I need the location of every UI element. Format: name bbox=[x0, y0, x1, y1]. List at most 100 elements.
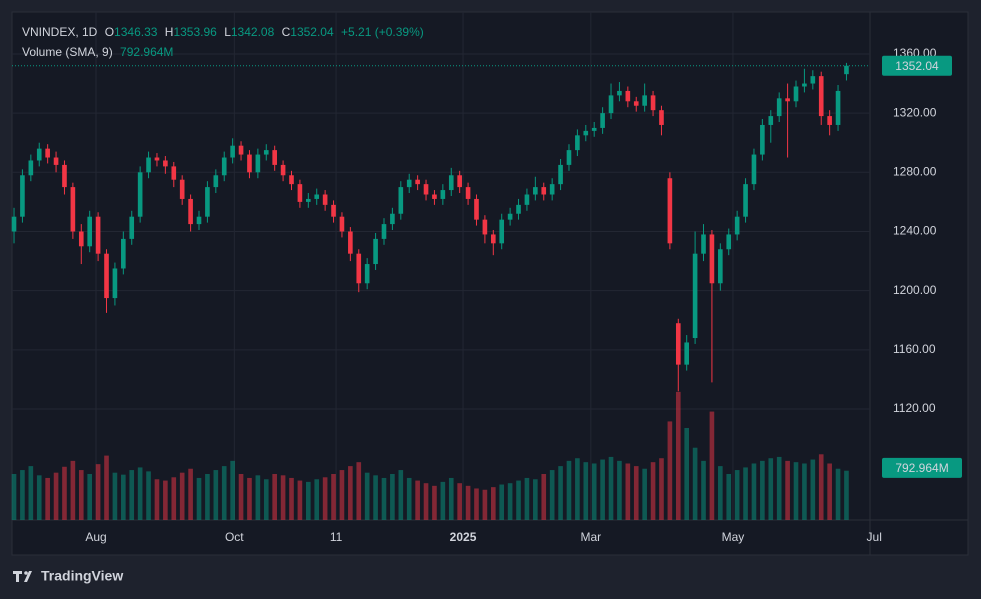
candle-body bbox=[625, 90, 631, 102]
candle-body bbox=[87, 216, 93, 247]
ohlc-value: 1342.08 bbox=[231, 25, 275, 39]
volume-bar bbox=[768, 458, 774, 520]
ohlc-label: L bbox=[224, 25, 231, 39]
header: VNINDEX, 1D O1346.33 H1353.96 L1342.08 C… bbox=[22, 25, 424, 39]
candle-body bbox=[827, 116, 832, 125]
volume-bar bbox=[844, 470, 849, 520]
volume-bar bbox=[53, 472, 59, 520]
ohlc-label: H bbox=[165, 25, 174, 39]
candle-body bbox=[591, 127, 597, 131]
volume-bar bbox=[709, 411, 715, 520]
candle-body bbox=[785, 98, 790, 102]
volume-bar bbox=[650, 462, 656, 520]
candle-body bbox=[650, 95, 656, 111]
candle-body bbox=[718, 249, 723, 284]
candle-body bbox=[62, 164, 67, 188]
volume-bar bbox=[583, 462, 589, 520]
y-tick-label: 1120.00 bbox=[893, 401, 936, 415]
candle-body bbox=[818, 76, 824, 117]
volume-bar bbox=[70, 460, 76, 520]
candle-body bbox=[121, 238, 126, 269]
volume-bar bbox=[78, 470, 84, 520]
ohlc-label: O bbox=[105, 25, 114, 39]
candle-body bbox=[331, 204, 336, 217]
candle-body bbox=[348, 231, 353, 254]
volume-bar bbox=[188, 468, 193, 520]
volume-bar bbox=[743, 467, 748, 520]
volume-bar bbox=[507, 483, 513, 520]
candle-body bbox=[533, 187, 538, 195]
volume-bar bbox=[835, 468, 841, 520]
volume-bar bbox=[474, 488, 479, 520]
candle-body bbox=[802, 83, 807, 87]
candle-body bbox=[339, 216, 345, 232]
candle-body bbox=[314, 194, 320, 199]
candle-body bbox=[457, 175, 462, 188]
logo-dot bbox=[24, 571, 28, 575]
candle-body bbox=[78, 231, 84, 247]
volume-bar bbox=[381, 477, 387, 520]
volume-bar bbox=[541, 474, 547, 520]
candle-body bbox=[53, 157, 59, 165]
volume-bar bbox=[36, 475, 42, 520]
volume-bar bbox=[297, 480, 303, 520]
volume-bar bbox=[213, 470, 219, 520]
candle-body bbox=[406, 179, 412, 188]
volume-bar bbox=[348, 466, 353, 520]
candle-body bbox=[205, 187, 210, 217]
volume-bar bbox=[28, 466, 34, 520]
y-tick-label: 1200.00 bbox=[893, 283, 937, 297]
volume-bar bbox=[751, 463, 757, 520]
volume-bar bbox=[238, 474, 244, 520]
volume-bar bbox=[390, 474, 395, 520]
volume-bar bbox=[457, 483, 462, 520]
candle-body bbox=[129, 216, 135, 239]
candle-body bbox=[238, 145, 244, 155]
volume-bar bbox=[549, 470, 555, 520]
candle-body bbox=[751, 154, 757, 185]
candle-body bbox=[726, 234, 732, 250]
candle-body bbox=[247, 154, 252, 173]
volume-bar bbox=[154, 479, 160, 520]
candle-body bbox=[448, 175, 454, 191]
candle-body bbox=[701, 234, 706, 254]
x-tick-label: Jul bbox=[867, 530, 882, 544]
volume-bar bbox=[659, 458, 664, 520]
change: +5.21 (+0.39%) bbox=[341, 25, 424, 39]
volume-bar bbox=[95, 464, 101, 520]
volume-bar bbox=[331, 474, 336, 520]
volume-bar bbox=[533, 479, 538, 520]
volume-bar bbox=[600, 459, 605, 520]
volume-badge bbox=[882, 457, 962, 478]
candle-body bbox=[289, 175, 294, 185]
candle-body bbox=[423, 184, 429, 195]
candle-body bbox=[373, 238, 378, 265]
volume-bar bbox=[692, 447, 698, 520]
volume-bar bbox=[675, 391, 681, 520]
volume-bar bbox=[575, 458, 580, 520]
volume-bar bbox=[793, 462, 799, 520]
candle-body bbox=[28, 160, 34, 176]
volume-bar bbox=[339, 470, 345, 520]
volume-bar bbox=[263, 479, 269, 520]
candle-body bbox=[356, 253, 362, 284]
candle-body bbox=[575, 135, 580, 151]
candle-body bbox=[541, 187, 547, 195]
volume-bar bbox=[230, 460, 235, 520]
volume-bar bbox=[221, 466, 227, 520]
candle-body bbox=[11, 216, 17, 232]
volume-bar bbox=[617, 460, 622, 520]
candle-body bbox=[642, 95, 647, 106]
chart-panel bbox=[11, 11, 969, 556]
x-tick-label: May bbox=[722, 530, 745, 544]
volume-bar bbox=[272, 474, 277, 520]
volume-bar bbox=[566, 460, 572, 520]
candle-body bbox=[558, 164, 563, 185]
candle-body bbox=[45, 148, 50, 158]
ohlc-value: 1353.96 bbox=[173, 25, 217, 39]
candle-body bbox=[179, 179, 185, 199]
ohlc-value: 1352.04 bbox=[290, 25, 334, 39]
volume-bar bbox=[314, 479, 320, 520]
